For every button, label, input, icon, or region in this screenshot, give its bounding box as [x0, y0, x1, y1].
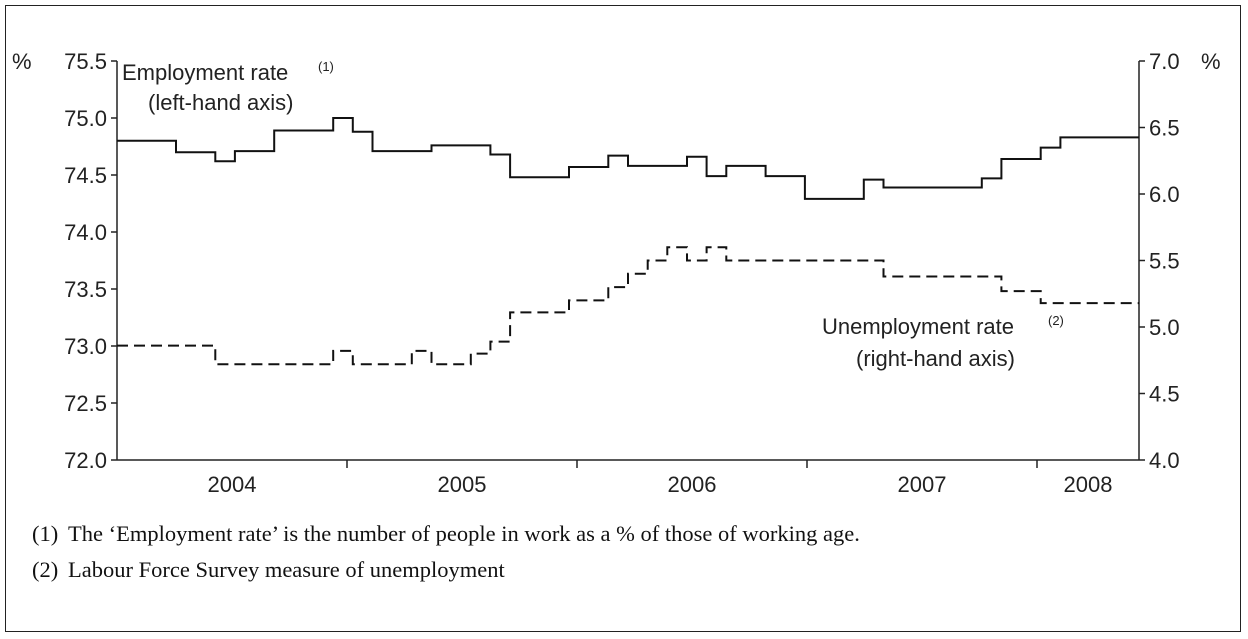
- footnotes: (1) The ‘Employment rate’ is the number o…: [32, 516, 860, 588]
- left-axis-tick-label: 73.0: [64, 334, 107, 359]
- right-axis-tick-label: 4.5: [1149, 382, 1180, 407]
- footnote-2: (2) Labour Force Survey measure of unempl…: [32, 552, 860, 588]
- figure-frame: [5, 5, 1241, 632]
- left-axis-tick-label: 74.5: [64, 163, 107, 188]
- right-axis-tick-label: 5.5: [1149, 249, 1180, 274]
- right-axis-tick-label: 6.5: [1149, 116, 1180, 141]
- left-axis-tick-label: 75.0: [64, 106, 107, 131]
- employment-series-label: Employment rate: [122, 60, 288, 85]
- x-axis-tick-label: 2006: [668, 472, 717, 497]
- unemployment-axis-note: (right-hand axis): [856, 346, 1015, 371]
- right-axis-tick-label: 6.0: [1149, 182, 1180, 207]
- left-axis-tick-label: 74.0: [64, 220, 107, 245]
- axes: 72.0 72.5 73.0 73.5 74.0 74.5 75.0 75.5% 4.0 4.5 5…: [12, 49, 1221, 497]
- left-axis-unit: %: [12, 49, 32, 74]
- right-axis-tick-label: 7.0: [1149, 49, 1180, 74]
- employment-rate-line: [117, 117, 1139, 200]
- footnote-1-marker: (1): [32, 521, 59, 546]
- unemployment-series-sup: (2): [1048, 313, 1064, 328]
- series-layer: [117, 117, 1139, 366]
- unemployment-rate-line: [117, 246, 1139, 366]
- x-axis-tick-label: 2008: [1064, 472, 1113, 497]
- left-axis-tick-label: 75.5: [64, 49, 107, 74]
- footnote-2-text: Labour Force Survey measure of unemploym…: [68, 557, 505, 582]
- footnote-1-text: The ‘Employment rate’ is the number of p…: [68, 521, 860, 546]
- footnote-2-marker: (2): [32, 557, 59, 582]
- x-axis-tick-label: 2007: [898, 472, 947, 497]
- employment-series-sup: (1): [318, 59, 334, 74]
- footnote-1: (1) The ‘Employment rate’ is the number o…: [32, 516, 860, 552]
- right-axis-tick-label: 4.0: [1149, 448, 1180, 473]
- x-axis-tick-label: 2005: [438, 472, 487, 497]
- x-axis-tick-label: 2004: [208, 472, 257, 497]
- unemployment-series-label: Unemployment rate: [822, 314, 1014, 339]
- employment-axis-note: (left-hand axis): [148, 90, 294, 115]
- right-axis-tick-label: 5.0: [1149, 315, 1180, 340]
- left-axis-tick-label: 72.5: [64, 391, 107, 416]
- chart: 72.0 72.5 73.0 73.5 74.0 74.5 75.0 75.5% 4.0 4.5 5…: [12, 49, 1221, 497]
- right-axis-unit: %: [1201, 49, 1221, 74]
- left-axis-tick-label: 72.0: [64, 448, 107, 473]
- left-axis-tick-label: 73.5: [64, 277, 107, 302]
